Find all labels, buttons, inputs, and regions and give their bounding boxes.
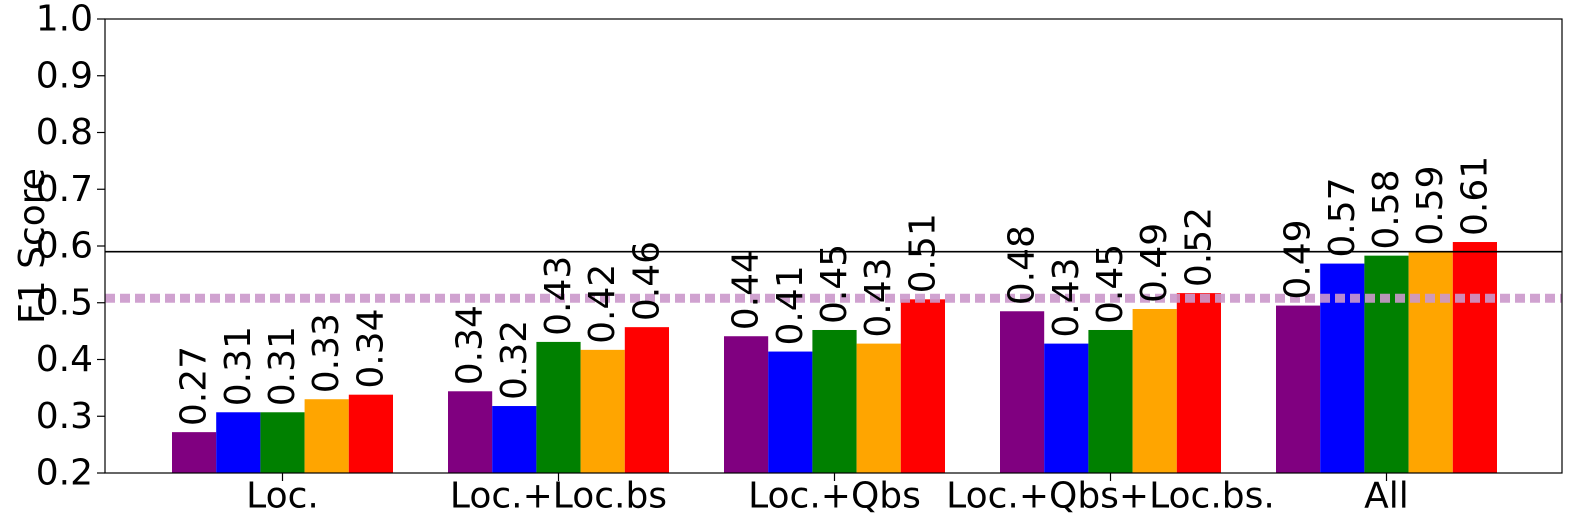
bar-value-label: 0.57: [1322, 177, 1363, 257]
bar: [624, 327, 669, 473]
y-tick-label: 1.0: [36, 0, 93, 40]
bar: [536, 341, 581, 473]
bar-value-label: 0.31: [262, 326, 303, 406]
bar-value-label: 0.58: [1366, 169, 1407, 249]
bar: [260, 412, 305, 473]
y-tick-label: 0.4: [36, 339, 93, 380]
bar: [856, 343, 901, 473]
x-tick-label: All: [1364, 476, 1409, 517]
bar: [768, 351, 813, 473]
y-tick-label: 0.7: [36, 169, 93, 210]
y-tick-label: 0.9: [36, 55, 93, 96]
bar-value-label: 0.34: [350, 309, 391, 389]
bar-value-label: 0.42: [582, 264, 623, 344]
bar-value-label: 0.41: [770, 265, 811, 345]
x-tick-label: Loc.+Qbs+Loc.bs.: [946, 476, 1275, 517]
bar: [304, 399, 349, 473]
bar-value-label: 0.51: [902, 213, 943, 293]
bar: [1176, 293, 1221, 473]
bar-value-label: 0.43: [858, 257, 899, 337]
bar-value-label: 0.59: [1410, 166, 1451, 246]
bar-value-label: 0.32: [494, 320, 535, 400]
bar-value-label: 0.45: [1090, 244, 1131, 324]
bar-value-label: 0.43: [1046, 257, 1087, 337]
bar-value-label: 0.52: [1178, 207, 1219, 287]
y-axis-label: F1 Score: [12, 168, 53, 324]
reference-lines-overlay: [105, 250, 1562, 303]
bar: [492, 406, 537, 473]
bar: [580, 349, 625, 473]
bar-value-label: 0.43: [538, 256, 579, 336]
bar: [724, 336, 769, 473]
bar-value-label: 0.48: [1002, 225, 1043, 305]
y-tick-label: 0.3: [36, 396, 93, 437]
bar-value-label: 0.45: [814, 244, 855, 324]
x-tick-label: Loc.+Qbs: [748, 476, 921, 517]
x-tick-label: Loc.+Loc.bs: [450, 476, 667, 517]
bar: [1452, 242, 1497, 473]
bars: [172, 242, 1497, 473]
bar: [1276, 305, 1321, 473]
bar: [1044, 343, 1089, 473]
y-tick-label: 0.5: [36, 282, 93, 323]
bar-value-label: 0.46: [626, 241, 667, 321]
bar-value-label: 0.49: [1134, 223, 1175, 303]
bar: [1000, 311, 1045, 473]
bar-value-label: 0.49: [1278, 219, 1319, 299]
y-tick-label: 0.2: [36, 453, 93, 494]
bar: [900, 299, 945, 473]
bar-value-label: 0.27: [174, 346, 215, 426]
x-tick-label: Loc.: [246, 476, 319, 517]
bar: [1088, 329, 1133, 473]
bar-value-label: 0.34: [450, 305, 491, 385]
y-tick-label: 0.6: [36, 226, 93, 267]
bar: [1364, 255, 1409, 473]
bar: [348, 394, 393, 473]
bar: [172, 432, 217, 473]
bar: [1408, 251, 1453, 473]
bar-value-label: 0.44: [726, 250, 767, 330]
bar: [812, 329, 857, 473]
bar-value-label: 0.31: [218, 326, 259, 406]
x-axis: Loc. Loc.+Loc.bs Loc.+Qbs Loc.+Qbs+Loc.bs. A…: [246, 473, 1409, 517]
data-labels: 0.27 0.31 0.31 0.33 0.34 0.34 0.320.43 0.42 0.46…: [174, 156, 1496, 426]
bar-value-label: 0.33: [306, 313, 347, 393]
y-tick-label: 0.8: [36, 112, 93, 153]
bar: [216, 412, 261, 473]
y-axis: 0.2 0.3 0.4 0.5 0.6 0.7 0.8 0.9 1.0: [36, 0, 105, 494]
bar-value-label: 0.61: [1454, 156, 1495, 236]
bar: [1132, 308, 1177, 473]
bar: [448, 391, 493, 473]
